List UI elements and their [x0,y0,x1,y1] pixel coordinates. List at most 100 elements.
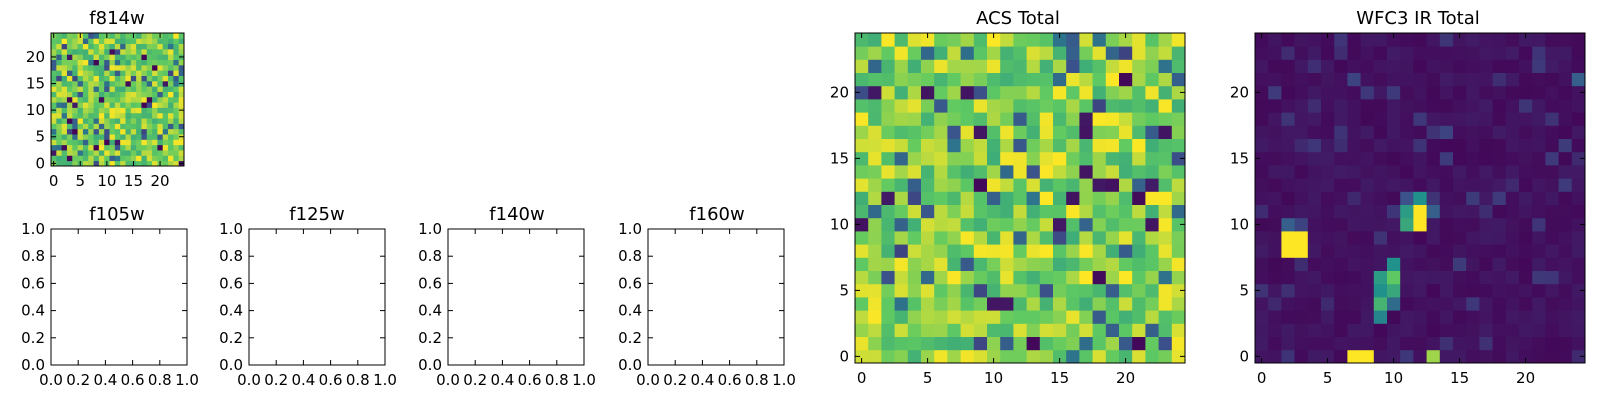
pixel-cell [894,33,909,47]
pixel-cell [72,112,78,119]
pixel-cell [1466,72,1480,87]
pixel-cell [894,297,909,311]
pixel-cell [82,144,89,151]
pixel-cell [1119,112,1133,126]
pixel-cell [1039,138,1054,153]
pixel-cell [1039,151,1054,166]
pixel-cell [1373,336,1388,351]
y-tick-label: 0.4 [418,302,442,320]
pixel-cell [1360,323,1375,337]
pixel-cell [61,112,68,119]
pixel-cell [1145,59,1159,73]
pixel-cell [61,160,68,167]
pixel-cell [82,86,89,92]
x-tick-label: 5 [923,369,933,387]
pixel-cell [1039,310,1054,324]
pixel-cell [1145,257,1159,271]
pixel-cell [1268,33,1282,47]
pixel-cell [93,150,100,156]
pixel-cell [1558,244,1573,258]
pixel-cell [1532,72,1546,87]
pixel-cell [947,297,961,311]
pixel-cell [82,139,89,146]
pixel-cell [152,48,158,55]
pixel-cell [907,231,922,245]
pixel-cell [907,336,922,351]
pixel-cell [1413,85,1427,100]
pixel-cell [88,38,94,45]
pixel-cell [1092,336,1107,351]
pixel-cell [152,96,158,103]
pixel-cell [98,38,105,45]
pixel-cell [1132,349,1146,364]
pixel-cell [1079,323,1093,337]
pixel-cell [1119,336,1133,351]
pixel-cell [881,297,895,311]
pixel-cell [114,80,121,87]
pixel-cell [1360,204,1375,219]
pixel-cell [1000,33,1014,47]
pixel-cell [1373,165,1388,179]
pixel-cell [1505,231,1520,245]
pixel-cell [56,139,63,146]
pixel-cell [1505,46,1520,60]
pixel-cell [114,150,121,156]
pixel-cell [141,155,148,162]
pixel-cell [855,151,869,166]
pixel-cell [1092,112,1107,126]
pixel-cell [894,112,909,126]
pixel-cell [947,125,961,139]
pixel-cell [1373,204,1388,219]
pixel-cell [51,38,57,45]
pixel-cell [125,86,132,92]
pixel-cell [934,99,948,113]
pixel-cell [868,85,882,100]
pixel-cell [1439,283,1454,298]
pixel-cell [1373,46,1388,60]
pixel-cell [93,91,100,98]
pixel-cell [136,160,142,167]
pixel-cell [973,231,988,245]
pixel-cell [104,123,110,130]
pixel-cell [1545,323,1559,337]
pixel-cell [120,102,126,108]
pixel-cell [1545,165,1559,179]
pixel-cell [1334,99,1348,113]
pixel-cell [947,244,961,258]
pixel-cell [1571,336,1586,351]
pixel-cell [114,70,121,76]
pixel-cell [146,59,153,66]
pixel-cell [1013,33,1027,47]
pixel-cell [1132,217,1146,232]
pixel-cell [1119,270,1133,285]
pixel-cell [1373,270,1388,285]
pixel-cell [934,323,948,337]
pixel-cell [1545,46,1559,60]
pixel-cell [1321,204,1335,219]
pixel-cell [1571,72,1586,87]
pixel-cell [66,144,73,151]
pixel-cell [136,134,142,140]
y-tick-label: 15 [1230,149,1249,167]
pixel-cell [1145,297,1159,311]
pixel-cell [1334,125,1348,139]
pixel-cell [1400,349,1414,364]
pixel-cell [1453,323,1467,337]
pixel-cell [1294,310,1309,324]
pixel-cell [120,128,126,135]
pixel-cell [1439,165,1454,179]
pixel-cell [162,160,169,167]
pixel-cell [1119,244,1133,258]
pixel-cell [855,99,869,113]
pixel-cell [1347,138,1361,153]
pixel-cell [98,112,105,119]
pixel-cell [1347,191,1361,205]
pixel-cell [173,70,180,76]
pixel-cell [1571,59,1586,73]
pixel-cell [1119,217,1133,232]
x-tick-label: 0.2 [66,371,90,389]
pixel-cell [1453,297,1467,311]
pixel-cell [1105,283,1120,298]
pixel-cell [1479,151,1493,166]
pixel-cell [1453,72,1467,87]
